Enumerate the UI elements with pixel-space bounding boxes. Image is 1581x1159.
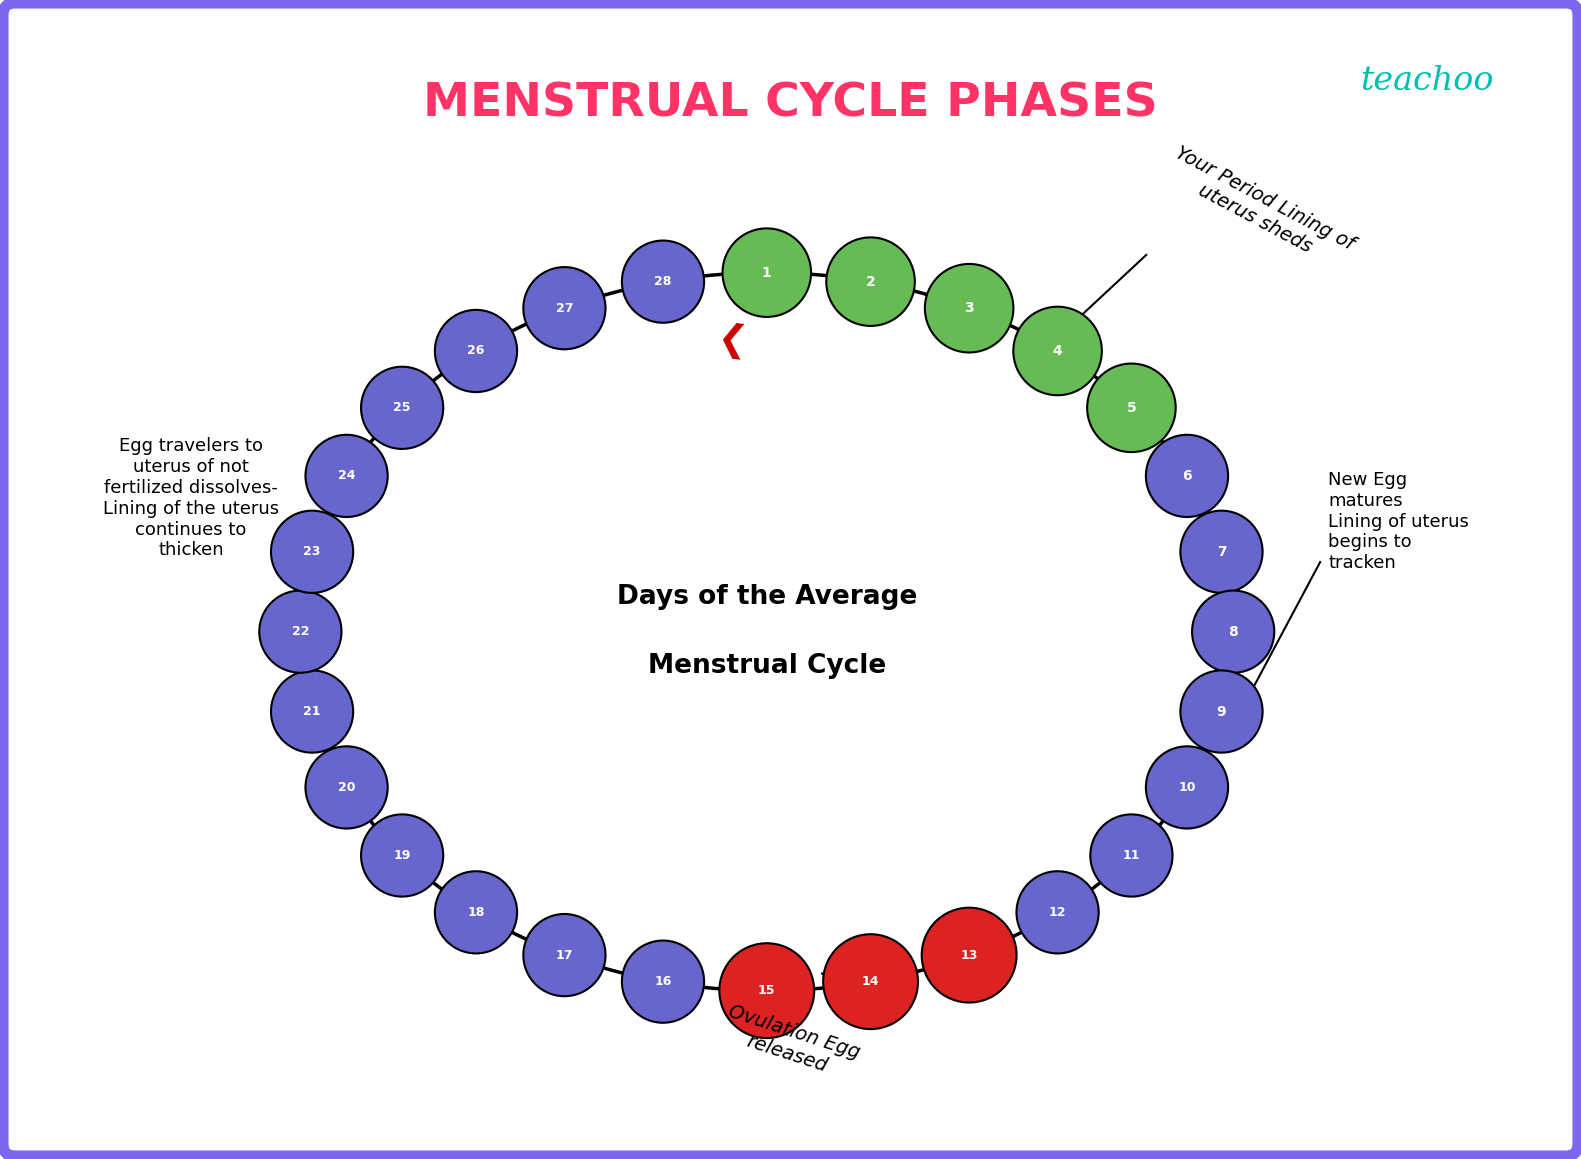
Text: 14: 14 [862,975,879,989]
Text: 12: 12 [1048,906,1066,919]
Text: 19: 19 [394,850,411,862]
Text: New Egg
matures
Lining of uterus
begins to
tracken: New Egg matures Lining of uterus begins … [1328,471,1469,573]
Circle shape [824,934,919,1029]
Text: 5: 5 [1127,401,1137,415]
Text: ❯: ❯ [705,319,738,358]
Circle shape [1091,815,1173,897]
Text: Your Period Lining of
uterus sheds: Your Period Lining of uterus sheds [1162,144,1358,274]
Text: 22: 22 [291,625,310,639]
Text: 21: 21 [304,705,321,719]
FancyBboxPatch shape [3,3,1578,1156]
Circle shape [621,241,704,322]
Circle shape [1013,307,1102,395]
Circle shape [925,264,1013,352]
Circle shape [621,941,704,1022]
Text: 13: 13 [961,948,977,962]
Text: MENSTRUAL CYCLE PHASES: MENSTRUAL CYCLE PHASES [424,82,1157,126]
Text: 16: 16 [655,975,672,989]
Text: 20: 20 [338,781,356,794]
Text: Menstrual Cycle: Menstrual Cycle [648,654,885,679]
Circle shape [1088,364,1176,452]
Circle shape [259,591,341,672]
Circle shape [1017,872,1099,954]
Text: 18: 18 [468,906,485,919]
Circle shape [1181,670,1263,752]
Circle shape [1181,511,1263,593]
Circle shape [270,511,353,593]
Text: 23: 23 [304,545,321,559]
Text: 15: 15 [757,984,776,997]
Circle shape [719,943,814,1038]
Circle shape [827,238,915,326]
Circle shape [723,228,811,316]
Text: 11: 11 [1123,850,1140,862]
Text: 1: 1 [762,265,772,279]
Text: 3: 3 [964,301,974,315]
Text: 27: 27 [555,301,574,315]
Circle shape [523,267,606,349]
Circle shape [922,907,1017,1003]
Text: 10: 10 [1178,781,1195,794]
Circle shape [435,872,517,954]
Text: 25: 25 [394,401,411,414]
Text: 4: 4 [1053,344,1062,358]
Text: Egg travelers to
uterus of not
fertilized dissolves-
Lining of the uterus
contin: Egg travelers to uterus of not fertilize… [103,437,278,560]
Text: 6: 6 [1183,469,1192,483]
Text: 17: 17 [555,948,574,962]
Circle shape [1146,746,1228,829]
Circle shape [270,670,353,752]
Circle shape [360,366,443,449]
Text: 28: 28 [655,275,672,289]
Text: 9: 9 [1217,705,1227,719]
Circle shape [435,309,517,392]
Circle shape [305,435,387,517]
Text: 2: 2 [866,275,876,289]
Text: teachoo: teachoo [1361,65,1494,97]
Circle shape [305,746,387,829]
Circle shape [1192,591,1274,672]
Text: Ovulation Egg
released: Ovulation Egg released [719,1003,862,1084]
Text: 7: 7 [1217,545,1227,559]
Text: 26: 26 [468,344,485,357]
Text: 24: 24 [338,469,356,482]
Text: Days of the Average: Days of the Average [617,584,917,610]
Circle shape [360,815,443,897]
Circle shape [523,914,606,997]
Circle shape [1146,435,1228,517]
Text: 8: 8 [1228,625,1238,639]
